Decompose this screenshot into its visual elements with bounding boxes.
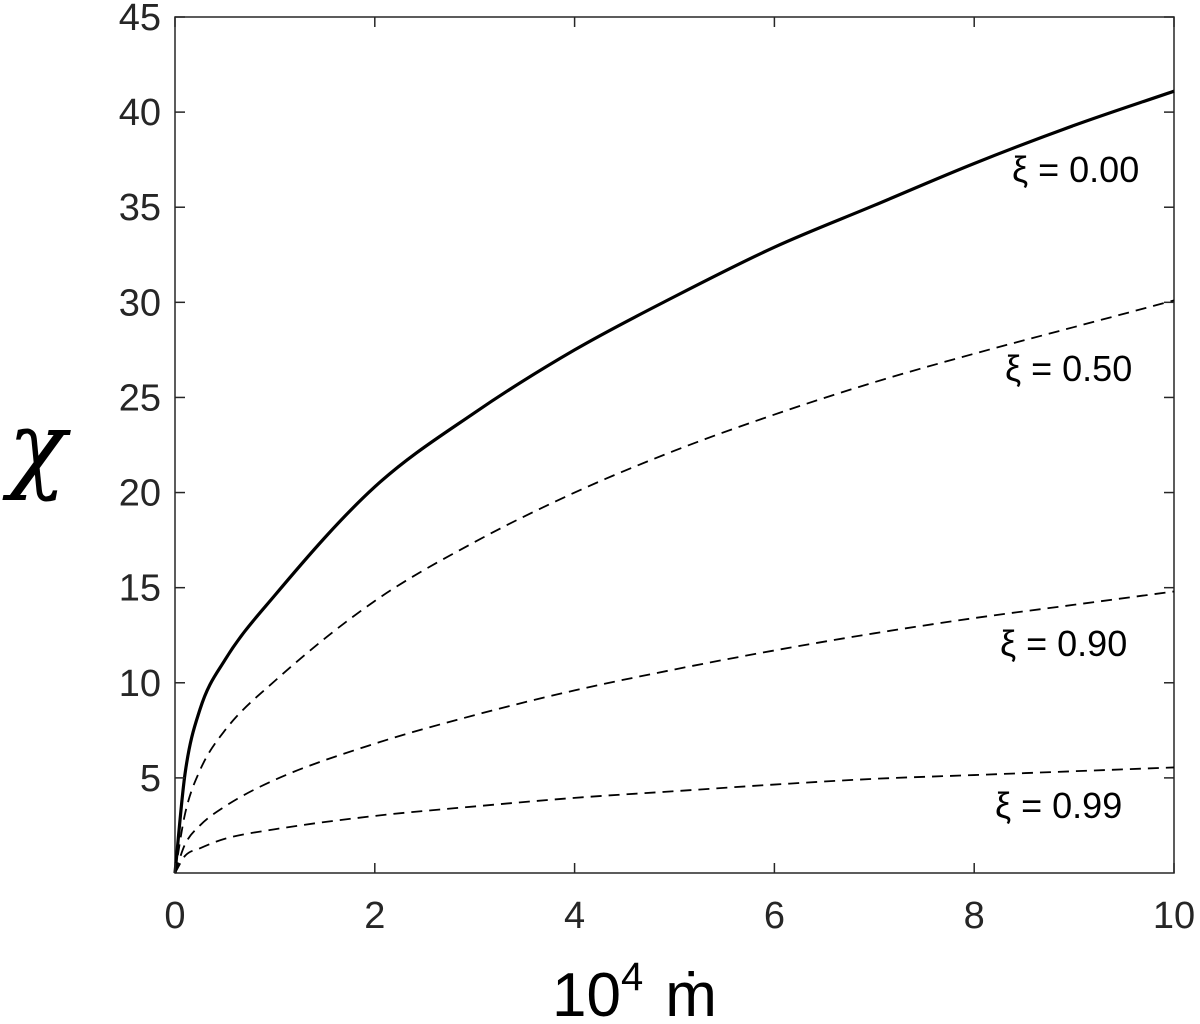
series-label-3: ξ = 0.99 bbox=[995, 785, 1122, 826]
series-label-2: ξ = 0.90 bbox=[1000, 623, 1127, 664]
x-axis-label-symbol: ṁ bbox=[665, 961, 717, 1024]
y-tick-label: 25 bbox=[119, 377, 161, 419]
x-axis-label: 104 ṁ bbox=[552, 955, 717, 1024]
series-layer bbox=[173, 89, 1175, 874]
series-label-0: ξ = 0.00 bbox=[1012, 149, 1139, 190]
y-tick-label: 30 bbox=[119, 282, 161, 324]
x-tick-label: 4 bbox=[564, 895, 585, 937]
series-label-layer: ξ = 0.00 ξ = 0.50 ξ = 0.90 ξ = 0.99 bbox=[995, 149, 1139, 826]
y-tick-label: 15 bbox=[119, 568, 161, 610]
plot-frame bbox=[174, 16, 1175, 874]
x-tick-label: 0 bbox=[164, 895, 185, 937]
y-axis-label: χ bbox=[2, 391, 71, 503]
series-line-0 bbox=[173, 89, 1175, 874]
series-line-2 bbox=[174, 590, 1175, 874]
x-tick-label: 10 bbox=[1153, 895, 1195, 937]
series-label-1: ξ = 0.50 bbox=[1005, 348, 1132, 389]
y-tick-label: 10 bbox=[119, 663, 161, 705]
x-tick-label: 6 bbox=[764, 895, 785, 937]
x-axis-label-exponent: 4 bbox=[621, 955, 643, 999]
x-tick-label: 8 bbox=[964, 895, 985, 937]
y-tick-label: 5 bbox=[140, 758, 161, 800]
plot-border bbox=[174, 16, 1175, 874]
tick-layer: 0 2 4 6 8 10 5 10 15 20 25 30 35 40 45 bbox=[119, 0, 1195, 937]
y-tick-label: 45 bbox=[119, 0, 161, 39]
y-tick-label: 40 bbox=[119, 92, 161, 134]
y-tick-label: 20 bbox=[119, 473, 161, 515]
x-tick-label: 2 bbox=[364, 895, 385, 937]
x-axis-label-base: 10 bbox=[552, 961, 621, 1024]
y-tick-label: 35 bbox=[119, 187, 161, 229]
series-line-3 bbox=[174, 766, 1175, 874]
